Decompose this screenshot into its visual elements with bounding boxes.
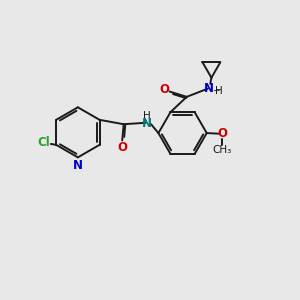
Text: CH₃: CH₃ (212, 146, 232, 155)
Text: O: O (159, 83, 169, 96)
Text: N: N (142, 117, 152, 130)
Text: N: N (204, 82, 214, 94)
Text: H: H (215, 86, 223, 96)
Text: O: O (217, 127, 227, 140)
Text: O: O (117, 141, 127, 154)
Text: H: H (143, 111, 151, 121)
Text: Cl: Cl (38, 136, 50, 149)
Text: N: N (73, 159, 83, 172)
Text: −: − (212, 85, 220, 94)
